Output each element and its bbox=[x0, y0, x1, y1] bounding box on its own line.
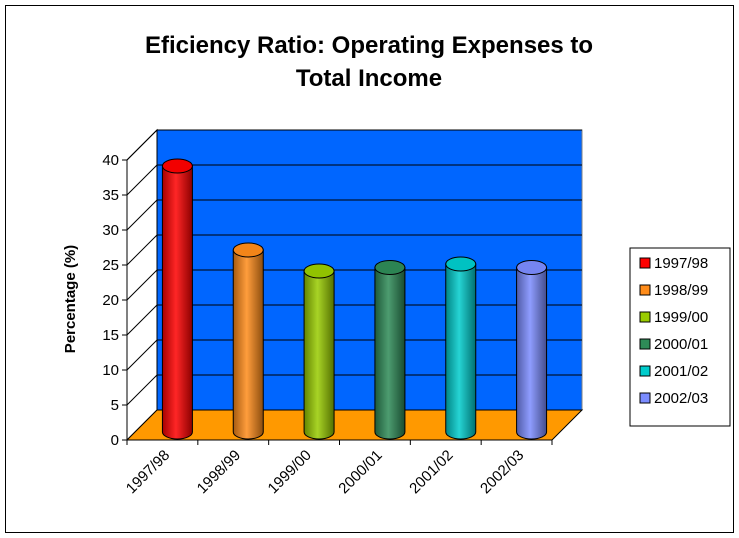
bar-body bbox=[232, 249, 264, 440]
grid-line bbox=[126, 234, 582, 266]
grid-line bbox=[126, 304, 582, 336]
bar-top bbox=[303, 263, 335, 279]
y-axis-title: Percentage (%) bbox=[62, 245, 79, 353]
grid-line bbox=[126, 164, 582, 196]
bar-2001/02 bbox=[445, 256, 477, 440]
bar-body bbox=[303, 270, 335, 440]
bar-1997/98 bbox=[161, 158, 193, 440]
y-tick-label: 0 bbox=[111, 432, 119, 449]
y-tick-label: 25 bbox=[102, 257, 119, 274]
legend-swatch bbox=[639, 392, 651, 404]
legend-item: 1998/99 bbox=[639, 282, 708, 299]
grid-line bbox=[126, 199, 582, 231]
y-tick-label: 35 bbox=[102, 187, 119, 204]
x-tick-label: 1999/00 bbox=[265, 447, 315, 497]
legend: 1997/98 1998/99 1999/00 2000/01 2001/02 2002/… bbox=[629, 247, 731, 427]
legend-label: 2001/02 bbox=[654, 363, 708, 380]
y-tick-label: 15 bbox=[102, 327, 119, 344]
y-tick-label: 40 bbox=[102, 152, 119, 169]
bar-top bbox=[374, 260, 406, 275]
bar-top bbox=[445, 256, 477, 272]
legend-label: 1998/99 bbox=[654, 282, 708, 299]
legend-swatch bbox=[639, 311, 651, 323]
legend-item: 2002/03 bbox=[639, 390, 708, 407]
y-tick-label: 10 bbox=[102, 362, 119, 379]
legend-label: 2002/03 bbox=[654, 390, 708, 407]
legend-swatch bbox=[639, 257, 651, 269]
legend-label: 1999/00 bbox=[654, 309, 708, 326]
bar-body bbox=[374, 267, 406, 440]
chart-title-line-2: Total Income bbox=[296, 65, 442, 92]
y-tick-label: 20 bbox=[102, 292, 119, 309]
legend-swatch bbox=[639, 338, 651, 350]
bars bbox=[161, 158, 548, 440]
bar-body bbox=[445, 263, 477, 440]
x-tick-label: 2000/01 bbox=[335, 447, 385, 497]
grid-line bbox=[126, 374, 582, 406]
bar-1999/00 bbox=[303, 263, 335, 440]
y-tick-label: 5 bbox=[111, 397, 119, 414]
floor bbox=[125, 409, 584, 441]
grid-lines bbox=[126, 129, 582, 406]
grid-line bbox=[126, 269, 582, 301]
x-tick-label: 2002/03 bbox=[477, 447, 527, 497]
bar-top bbox=[161, 158, 193, 174]
legend-item: 2000/01 bbox=[639, 336, 708, 353]
x-tick-label: 1998/99 bbox=[194, 447, 244, 497]
bar-body bbox=[161, 165, 193, 440]
bar-1998/99 bbox=[232, 242, 264, 440]
bar-top bbox=[232, 242, 264, 258]
legend-item: 2001/02 bbox=[639, 363, 708, 380]
legend-item: 1999/00 bbox=[639, 309, 708, 326]
x-tick-label: 1997/98 bbox=[123, 447, 173, 497]
chart-title-line-1: Eficiency Ratio: Operating Expenses to bbox=[145, 32, 593, 59]
y-tick-label: 30 bbox=[102, 222, 119, 239]
legend-item: 1997/98 bbox=[639, 255, 708, 272]
legend-label: 1997/98 bbox=[654, 255, 708, 272]
grid-line bbox=[126, 339, 582, 371]
bar-body bbox=[516, 267, 548, 440]
legend-swatch bbox=[639, 365, 651, 377]
legend-swatch bbox=[639, 284, 651, 296]
grid-line bbox=[126, 129, 582, 161]
x-tick-label: 2001/02 bbox=[406, 447, 456, 497]
plot-area bbox=[125, 128, 584, 442]
legend-label: 2000/01 bbox=[654, 336, 708, 353]
bar-2002/03 bbox=[516, 260, 548, 440]
bar-top bbox=[516, 260, 548, 275]
bar-2000/01 bbox=[374, 260, 406, 440]
x-axis: 1997/98 1998/99 1999/00 2000/01 2001/02 2002/… bbox=[123, 440, 553, 497]
